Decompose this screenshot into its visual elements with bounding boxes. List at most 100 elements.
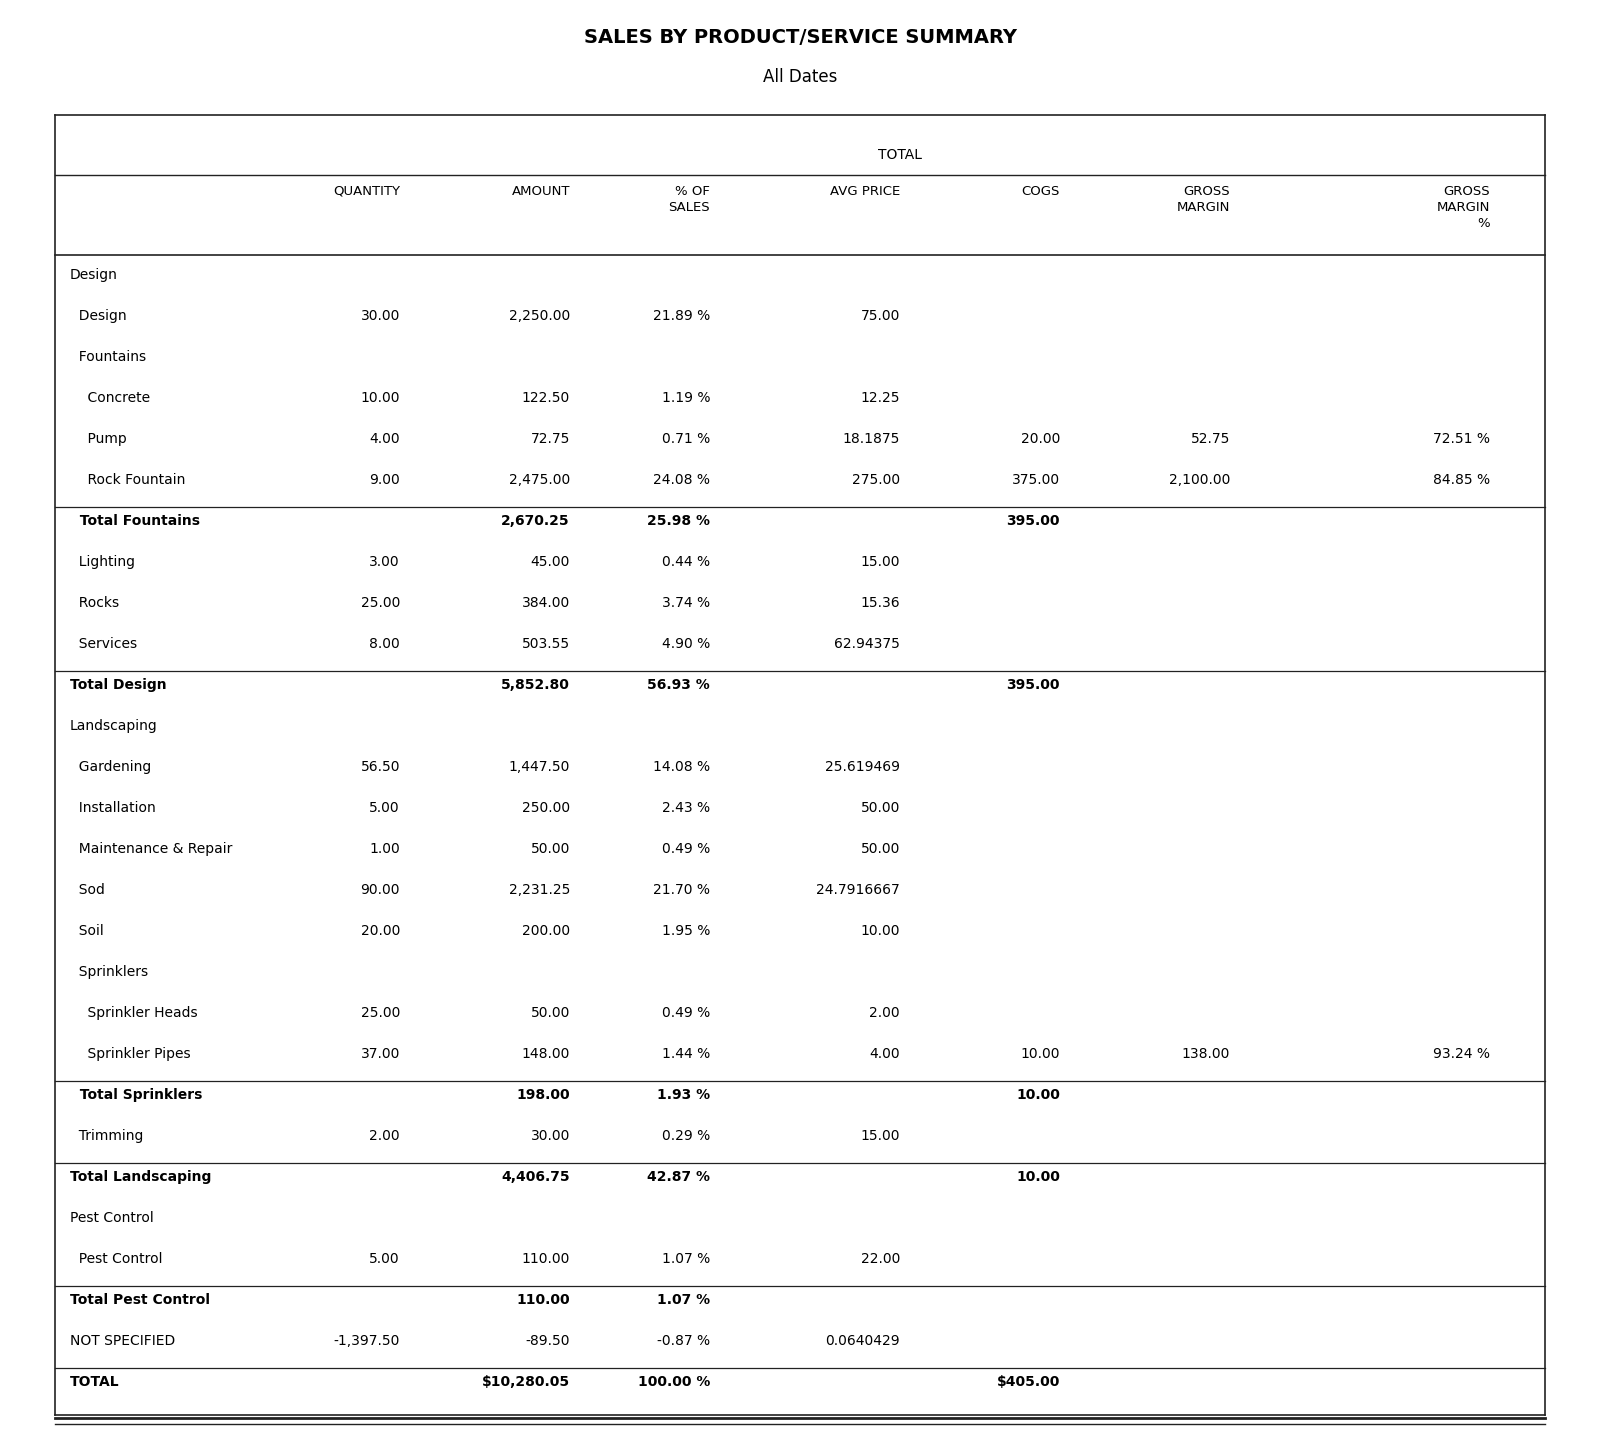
Text: SALES: SALES [669,201,710,214]
Text: 4.00: 4.00 [370,432,400,446]
Text: 20.00: 20.00 [1021,432,1059,446]
Text: 21.89 %: 21.89 % [653,309,710,322]
Text: 122.50: 122.50 [522,391,570,404]
Text: % OF: % OF [675,186,710,199]
Text: 3.74 %: 3.74 % [662,596,710,610]
Text: 200.00: 200.00 [522,924,570,938]
Text: 24.08 %: 24.08 % [653,473,710,486]
Text: 4.90 %: 4.90 % [662,637,710,650]
Text: 1,447.50: 1,447.50 [509,760,570,774]
Text: Rock Fountain: Rock Fountain [70,473,186,486]
Text: Services: Services [70,637,138,650]
Text: 15.00: 15.00 [861,1130,899,1143]
Text: Concrete: Concrete [70,391,150,404]
Text: 1.44 %: 1.44 % [662,1048,710,1061]
Text: 1.07 %: 1.07 % [658,1294,710,1307]
Text: 84.85 %: 84.85 % [1434,473,1490,486]
Text: -89.50: -89.50 [525,1334,570,1348]
Text: 15.00: 15.00 [861,555,899,568]
Text: 24.7916667: 24.7916667 [816,884,899,896]
Text: 5.00: 5.00 [370,802,400,814]
Text: 50.00: 50.00 [531,1006,570,1020]
Text: Soil: Soil [70,924,104,938]
Text: 0.71 %: 0.71 % [662,432,710,446]
Text: 1.07 %: 1.07 % [662,1252,710,1266]
Text: 0.44 %: 0.44 % [662,555,710,568]
Text: Installation: Installation [70,802,155,814]
Text: Total Pest Control: Total Pest Control [70,1294,210,1307]
Text: SALES BY PRODUCT/SERVICE SUMMARY: SALES BY PRODUCT/SERVICE SUMMARY [584,27,1016,47]
Text: 62.94375: 62.94375 [834,637,899,650]
Text: 45.00: 45.00 [531,555,570,568]
Text: 138.00: 138.00 [1182,1048,1230,1061]
Text: MARGIN: MARGIN [1176,201,1230,214]
Text: 56.50: 56.50 [360,760,400,774]
Text: 9.00: 9.00 [370,473,400,486]
Text: Pest Control: Pest Control [70,1212,154,1225]
Text: 2,250.00: 2,250.00 [509,309,570,322]
Text: QUANTITY: QUANTITY [333,186,400,199]
Text: $405.00: $405.00 [997,1376,1059,1389]
Text: 4,406.75: 4,406.75 [501,1170,570,1184]
Text: 10.00: 10.00 [360,391,400,404]
Text: 25.00: 25.00 [360,596,400,610]
Text: 30.00: 30.00 [531,1130,570,1143]
Text: Sprinkler Heads: Sprinkler Heads [70,1006,198,1020]
Text: 0.29 %: 0.29 % [662,1130,710,1143]
Text: 384.00: 384.00 [522,596,570,610]
Text: Trimming: Trimming [70,1130,144,1143]
Text: 395.00: 395.00 [1006,514,1059,528]
Text: 10.00: 10.00 [1016,1170,1059,1184]
Text: 20.00: 20.00 [360,924,400,938]
Text: 12.25: 12.25 [861,391,899,404]
Text: Sprinkler Pipes: Sprinkler Pipes [70,1048,190,1061]
Text: 10.00: 10.00 [1021,1048,1059,1061]
Text: 275.00: 275.00 [851,473,899,486]
Text: All Dates: All Dates [763,68,837,86]
Text: %: % [1477,217,1490,230]
Text: Sod: Sod [70,884,106,896]
Text: Pump: Pump [70,432,126,446]
Text: Total Sprinklers: Total Sprinklers [70,1088,202,1102]
Text: 110.00: 110.00 [517,1294,570,1307]
Text: 30.00: 30.00 [360,309,400,322]
Text: -0.87 %: -0.87 % [658,1334,710,1348]
Text: 8.00: 8.00 [370,637,400,650]
Text: 2,475.00: 2,475.00 [509,473,570,486]
Text: Design: Design [70,268,118,282]
Text: AMOUNT: AMOUNT [512,186,570,199]
Text: 50.00: 50.00 [861,802,899,814]
Text: 5.00: 5.00 [370,1252,400,1266]
Text: Design: Design [70,309,126,322]
Text: Maintenance & Repair: Maintenance & Repair [70,842,232,856]
Text: 1.19 %: 1.19 % [661,391,710,404]
Text: COGS: COGS [1022,186,1059,199]
Text: GROSS: GROSS [1184,186,1230,199]
Text: Landscaping: Landscaping [70,720,158,732]
Text: 75.00: 75.00 [861,309,899,322]
Text: -1,397.50: -1,397.50 [334,1334,400,1348]
Text: 503.55: 503.55 [522,637,570,650]
Text: 21.70 %: 21.70 % [653,884,710,896]
Text: Gardening: Gardening [70,760,152,774]
Text: Sprinklers: Sprinklers [70,966,149,979]
Text: 1.93 %: 1.93 % [658,1088,710,1102]
Text: 10.00: 10.00 [861,924,899,938]
Text: 42.87 %: 42.87 % [646,1170,710,1184]
Text: 37.00: 37.00 [360,1048,400,1061]
Text: 250.00: 250.00 [522,802,570,814]
Text: 14.08 %: 14.08 % [653,760,710,774]
Text: Total Design: Total Design [70,678,166,692]
Text: 2.00: 2.00 [370,1130,400,1143]
Text: GROSS: GROSS [1443,186,1490,199]
Text: $10,280.05: $10,280.05 [482,1376,570,1389]
Text: AVG PRICE: AVG PRICE [830,186,899,199]
Text: TOTAL: TOTAL [878,148,922,163]
Text: 22.00: 22.00 [861,1252,899,1266]
Text: NOT SPECIFIED: NOT SPECIFIED [70,1334,176,1348]
Text: 375.00: 375.00 [1011,473,1059,486]
Text: 52.75: 52.75 [1190,432,1230,446]
Text: 100.00 %: 100.00 % [638,1376,710,1389]
Text: 148.00: 148.00 [522,1048,570,1061]
Text: 56.93 %: 56.93 % [648,678,710,692]
